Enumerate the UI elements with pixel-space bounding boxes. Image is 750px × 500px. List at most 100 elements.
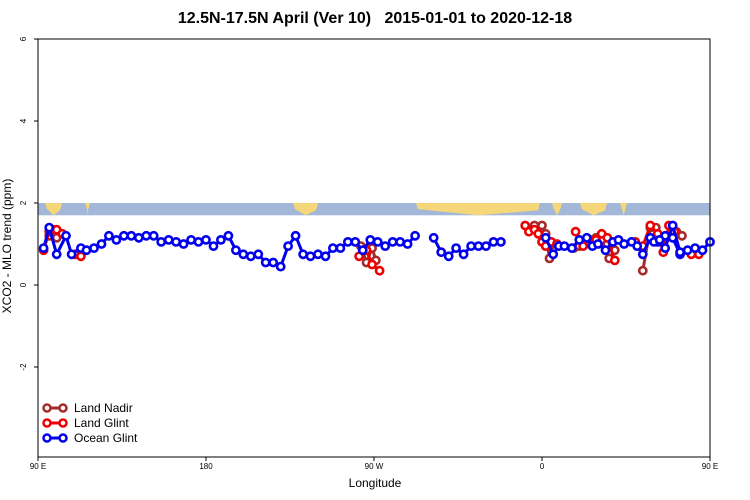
data-point-ocean-glint: [201, 234, 211, 245]
data-point-ocean-glint: [327, 243, 338, 253]
data-point-ocean-glint: [335, 243, 346, 253]
data-point-ocean-glint: [654, 234, 665, 245]
data-point-land-glint: [374, 265, 385, 276]
data-point-land-glint: [645, 220, 656, 231]
data-point-ocean-glint: [38, 243, 49, 253]
data-point-ocean-glint: [443, 251, 454, 262]
data-point-land-nadir: [637, 265, 648, 276]
data-point-ocean-glint: [667, 232, 678, 243]
legend-swatch-land-nadir: [42, 402, 68, 413]
data-point-ocean-glint: [682, 245, 693, 256]
x-tick-label: 90 E: [30, 462, 46, 471]
series-layer: [38, 220, 715, 276]
y-tick-label: 2: [19, 200, 28, 205]
data-point-ocean-glint: [156, 236, 167, 247]
x-axis-label: Longitude: [348, 476, 402, 490]
data-point-ocean-glint: [208, 241, 219, 251]
data-point-ocean-glint: [372, 236, 383, 247]
data-point-ocean-glint: [81, 245, 92, 256]
legend-label-land-glint: Land Glint: [74, 415, 129, 430]
map-band-land: [620, 203, 627, 216]
x-tick-label: 180: [199, 462, 213, 471]
data-point-ocean-glint: [245, 251, 256, 262]
data-point-ocean-glint: [193, 236, 204, 247]
x-tick-label: 0: [540, 462, 545, 471]
data-point-ocean-glint: [380, 241, 391, 251]
data-point-ocean-glint: [61, 230, 71, 241]
chart-title: 12.5N-17.5N April (Ver 10) 2015-01-01 to…: [177, 10, 573, 27]
legend-swatch-ocean-glint: [42, 432, 68, 443]
data-point-ocean-glint: [600, 245, 611, 256]
data-point-land-nadir: [537, 220, 547, 231]
x-tick-label: 90 E: [702, 462, 718, 471]
data-point-ocean-glint: [89, 243, 99, 253]
data-point-land-nadir: [677, 230, 687, 241]
data-point-ocean-glint: [223, 230, 234, 241]
data-point-ocean-glint: [548, 249, 559, 260]
axes-layer: -2 0 2 4 6 90 E 180 90 W 0 90 E: [19, 36, 718, 471]
data-point-ocean-glint: [148, 230, 159, 241]
data-point-ocean-glint: [559, 241, 570, 251]
data-point-ocean-glint: [163, 234, 174, 245]
y-axis-label: XCO2 - MLO trend (ppm): [0, 178, 14, 314]
data-point-ocean-glint: [667, 220, 678, 231]
data-point-land-glint: [533, 228, 544, 239]
map-band-land: [416, 203, 540, 216]
data-point-ocean-glint: [365, 234, 376, 245]
data-point-ocean-glint: [637, 249, 648, 260]
y-tick-label: 0: [19, 282, 28, 287]
data-point-ocean-glint: [458, 249, 469, 260]
data-point-ocean-glint: [567, 243, 577, 253]
data-point-ocean-glint: [675, 247, 685, 258]
data-point-ocean-glint: [320, 251, 331, 262]
data-point-ocean-glint: [357, 245, 368, 256]
y-tick-label: 6: [19, 36, 28, 41]
x-tick-label: 90 W: [365, 462, 384, 471]
data-point-ocean-glint: [111, 234, 122, 245]
legend-swatch-land-glint: [42, 417, 68, 428]
data-point-ocean-glint: [313, 249, 323, 260]
data-point-ocean-glint: [481, 241, 491, 251]
data-point-ocean-glint: [96, 239, 107, 249]
map-band: [38, 203, 710, 216]
data-point-ocean-glint: [253, 249, 264, 260]
map-band-land: [85, 203, 90, 216]
data-point-ocean-glint: [619, 239, 629, 249]
data-point-ocean-glint: [126, 230, 137, 241]
data-point-ocean-glint: [428, 232, 439, 243]
map-band-land: [45, 203, 62, 216]
y-tick-label: -2: [19, 363, 28, 371]
data-point-ocean-glint: [260, 257, 271, 268]
data-point-ocean-glint: [436, 247, 447, 258]
data-point-ocean-glint: [298, 249, 308, 260]
data-point-ocean-glint: [178, 239, 189, 249]
data-point-ocean-glint: [410, 230, 420, 241]
map-band-ocean: [38, 203, 710, 216]
legend-label-ocean-glint: Ocean Glint: [74, 430, 138, 445]
data-point-ocean-glint: [268, 257, 279, 268]
data-point-ocean-glint: [44, 222, 55, 233]
data-point-ocean-glint: [66, 249, 77, 260]
data-point-ocean-glint: [593, 239, 603, 249]
legend: Land Nadir Land Glint Ocean Glint: [42, 400, 162, 445]
data-point-ocean-glint: [402, 239, 413, 249]
data-point-ocean-glint: [283, 241, 293, 251]
legend-item-ocean-glint: Ocean Glint: [42, 430, 162, 445]
data-point-ocean-glint: [540, 232, 551, 243]
data-point-ocean-glint: [104, 230, 114, 241]
y-tick-label: 4: [19, 118, 28, 123]
data-point-ocean-glint: [660, 243, 671, 253]
data-point-ocean-glint: [51, 249, 62, 260]
data-point-ocean-glint: [581, 232, 592, 243]
data-point-ocean-glint: [473, 241, 484, 251]
legend-label-land-nadir: Land Nadir: [74, 400, 133, 415]
data-point-land-glint: [609, 255, 620, 266]
data-point-ocean-glint: [395, 236, 405, 247]
data-point-ocean-glint: [133, 232, 144, 243]
data-point-ocean-glint: [697, 245, 708, 256]
map-band-land: [580, 203, 607, 216]
data-point-ocean-glint: [171, 236, 181, 247]
data-point-ocean-glint: [186, 234, 196, 245]
legend-item-land-nadir: Land Nadir: [42, 400, 162, 415]
